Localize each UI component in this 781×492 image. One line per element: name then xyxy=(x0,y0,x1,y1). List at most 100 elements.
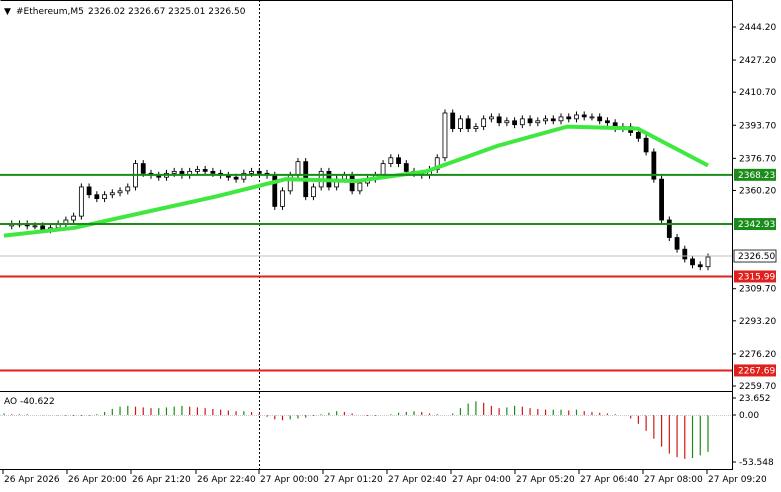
candle-body xyxy=(488,116,494,120)
time-label: 27 Apr 01:20 xyxy=(324,475,383,485)
price-tick-label: 2276.20 xyxy=(739,350,776,360)
price-tick-label: 2444.20 xyxy=(739,23,776,33)
time-label: 26 Apr 21:20 xyxy=(132,475,191,485)
candle-body xyxy=(635,132,641,139)
horizontal-levels xyxy=(0,173,732,372)
candle-body xyxy=(349,174,355,192)
candle-body xyxy=(558,116,564,122)
candle-body xyxy=(589,116,595,119)
candle-body xyxy=(249,170,254,174)
candle-body xyxy=(473,126,479,129)
candle-body xyxy=(195,169,200,172)
price-tick-label: 2410.70 xyxy=(739,88,776,98)
level-tag-box xyxy=(734,270,776,283)
level-tags: 2368.23 2342.93 2315.99 2267.69 xyxy=(734,168,776,377)
symbol-title: #Ethereum,M5 xyxy=(16,7,84,17)
candle-body xyxy=(71,215,77,221)
ao-label: AO -40.622 xyxy=(4,397,55,407)
time-label: 26 Apr 22:40 xyxy=(197,475,256,485)
candle-body xyxy=(94,194,100,200)
candle-body xyxy=(256,170,262,174)
ao-tick-label: 23.652 xyxy=(739,394,771,404)
candle-body xyxy=(550,118,556,122)
candle-body xyxy=(241,172,247,180)
candle-body xyxy=(643,137,649,153)
price-tick-label: 2393.70 xyxy=(739,121,776,131)
ao-histogram xyxy=(3,401,709,459)
candle-body xyxy=(705,256,711,268)
candle-body xyxy=(396,157,401,164)
time-label: 27 Apr 08:00 xyxy=(644,475,703,485)
price-tick-label: 2309.70 xyxy=(739,285,776,295)
candle-body xyxy=(357,182,363,192)
candle-body xyxy=(535,120,541,124)
candle-body xyxy=(442,112,448,159)
candle-body xyxy=(140,163,146,174)
candle-body xyxy=(109,192,115,196)
level-tag-label: 2368.23 xyxy=(738,171,775,181)
candle-body xyxy=(311,186,316,198)
price-axis-ticks: 2444.20 2427.20 2410.70 2393.70 2376.70 2360.… xyxy=(732,23,776,392)
time-label: 27 Apr 09:20 xyxy=(708,475,767,485)
price-tick-label: 2376.70 xyxy=(739,154,776,164)
candle-body xyxy=(566,116,572,120)
candle-body xyxy=(86,186,92,196)
candle-body xyxy=(341,174,347,180)
time-label: 27 Apr 00:00 xyxy=(260,475,319,485)
level-tag-box xyxy=(734,364,776,377)
price-tick-label: 2293.20 xyxy=(739,317,776,327)
level-tag-label: 2342.93 xyxy=(738,220,775,230)
candle-body xyxy=(697,264,703,268)
moving-average-line xyxy=(3,124,709,238)
candle-body xyxy=(465,118,471,129)
candle-body xyxy=(78,186,84,217)
candle-body xyxy=(202,169,208,172)
candle-body xyxy=(519,118,525,126)
candle-body xyxy=(481,118,487,128)
candle-body xyxy=(504,120,510,124)
candle-body xyxy=(280,190,285,207)
time-label: 27 Apr 04:00 xyxy=(452,475,511,485)
price-candles xyxy=(9,109,711,271)
candle-body xyxy=(450,112,456,129)
time-label: 27 Apr 05:20 xyxy=(516,475,575,485)
time-label: 27 Apr 02:40 xyxy=(388,475,447,485)
candle-body xyxy=(682,248,688,260)
candle-body xyxy=(380,163,386,176)
candle-body xyxy=(171,170,177,174)
candle-body xyxy=(458,118,463,129)
time-label: 27 Apr 06:40 xyxy=(580,475,639,485)
candle-body xyxy=(690,258,695,266)
level-tag-box xyxy=(734,218,776,231)
candle-body xyxy=(496,116,502,124)
current-price-label: 2326.50 xyxy=(738,252,775,262)
current-price-box xyxy=(733,249,777,263)
candle-body xyxy=(403,163,409,172)
level-tag-label: 2267.69 xyxy=(738,366,775,376)
time-axis-labels: 26 Apr 2026 26 Apr 20:00 26 Apr 21:20 26 Ap… xyxy=(2,470,767,485)
candle-body xyxy=(102,194,107,200)
candle-body xyxy=(210,170,216,174)
candle-body xyxy=(117,190,123,194)
candle-body xyxy=(295,161,301,176)
candle-body xyxy=(581,114,587,118)
candle-body xyxy=(543,118,548,122)
candle-body xyxy=(674,237,680,250)
time-label: 26 Apr 20:00 xyxy=(68,475,127,485)
candle-body xyxy=(651,151,657,180)
candle-body xyxy=(574,114,579,120)
current-price-tag: 2326.50 xyxy=(733,249,777,263)
ao-axis-ticks: 23.652 0.00 -53.548 xyxy=(732,394,774,468)
ohlc-readout: 2326.02 2326.67 2325.01 2326.50 xyxy=(88,7,246,17)
level-tag-label: 2315.99 xyxy=(738,272,775,282)
ao-tick-label: -53.548 xyxy=(739,458,774,468)
candle-body xyxy=(527,118,533,124)
price-tick-label: 2360.20 xyxy=(739,186,776,196)
ao-tick-label: 0.00 xyxy=(739,411,759,421)
menu-arrow-icon[interactable]: ▼ xyxy=(4,7,11,17)
candle-body xyxy=(388,157,394,164)
candle-body xyxy=(512,120,517,126)
candle-body xyxy=(597,116,603,122)
